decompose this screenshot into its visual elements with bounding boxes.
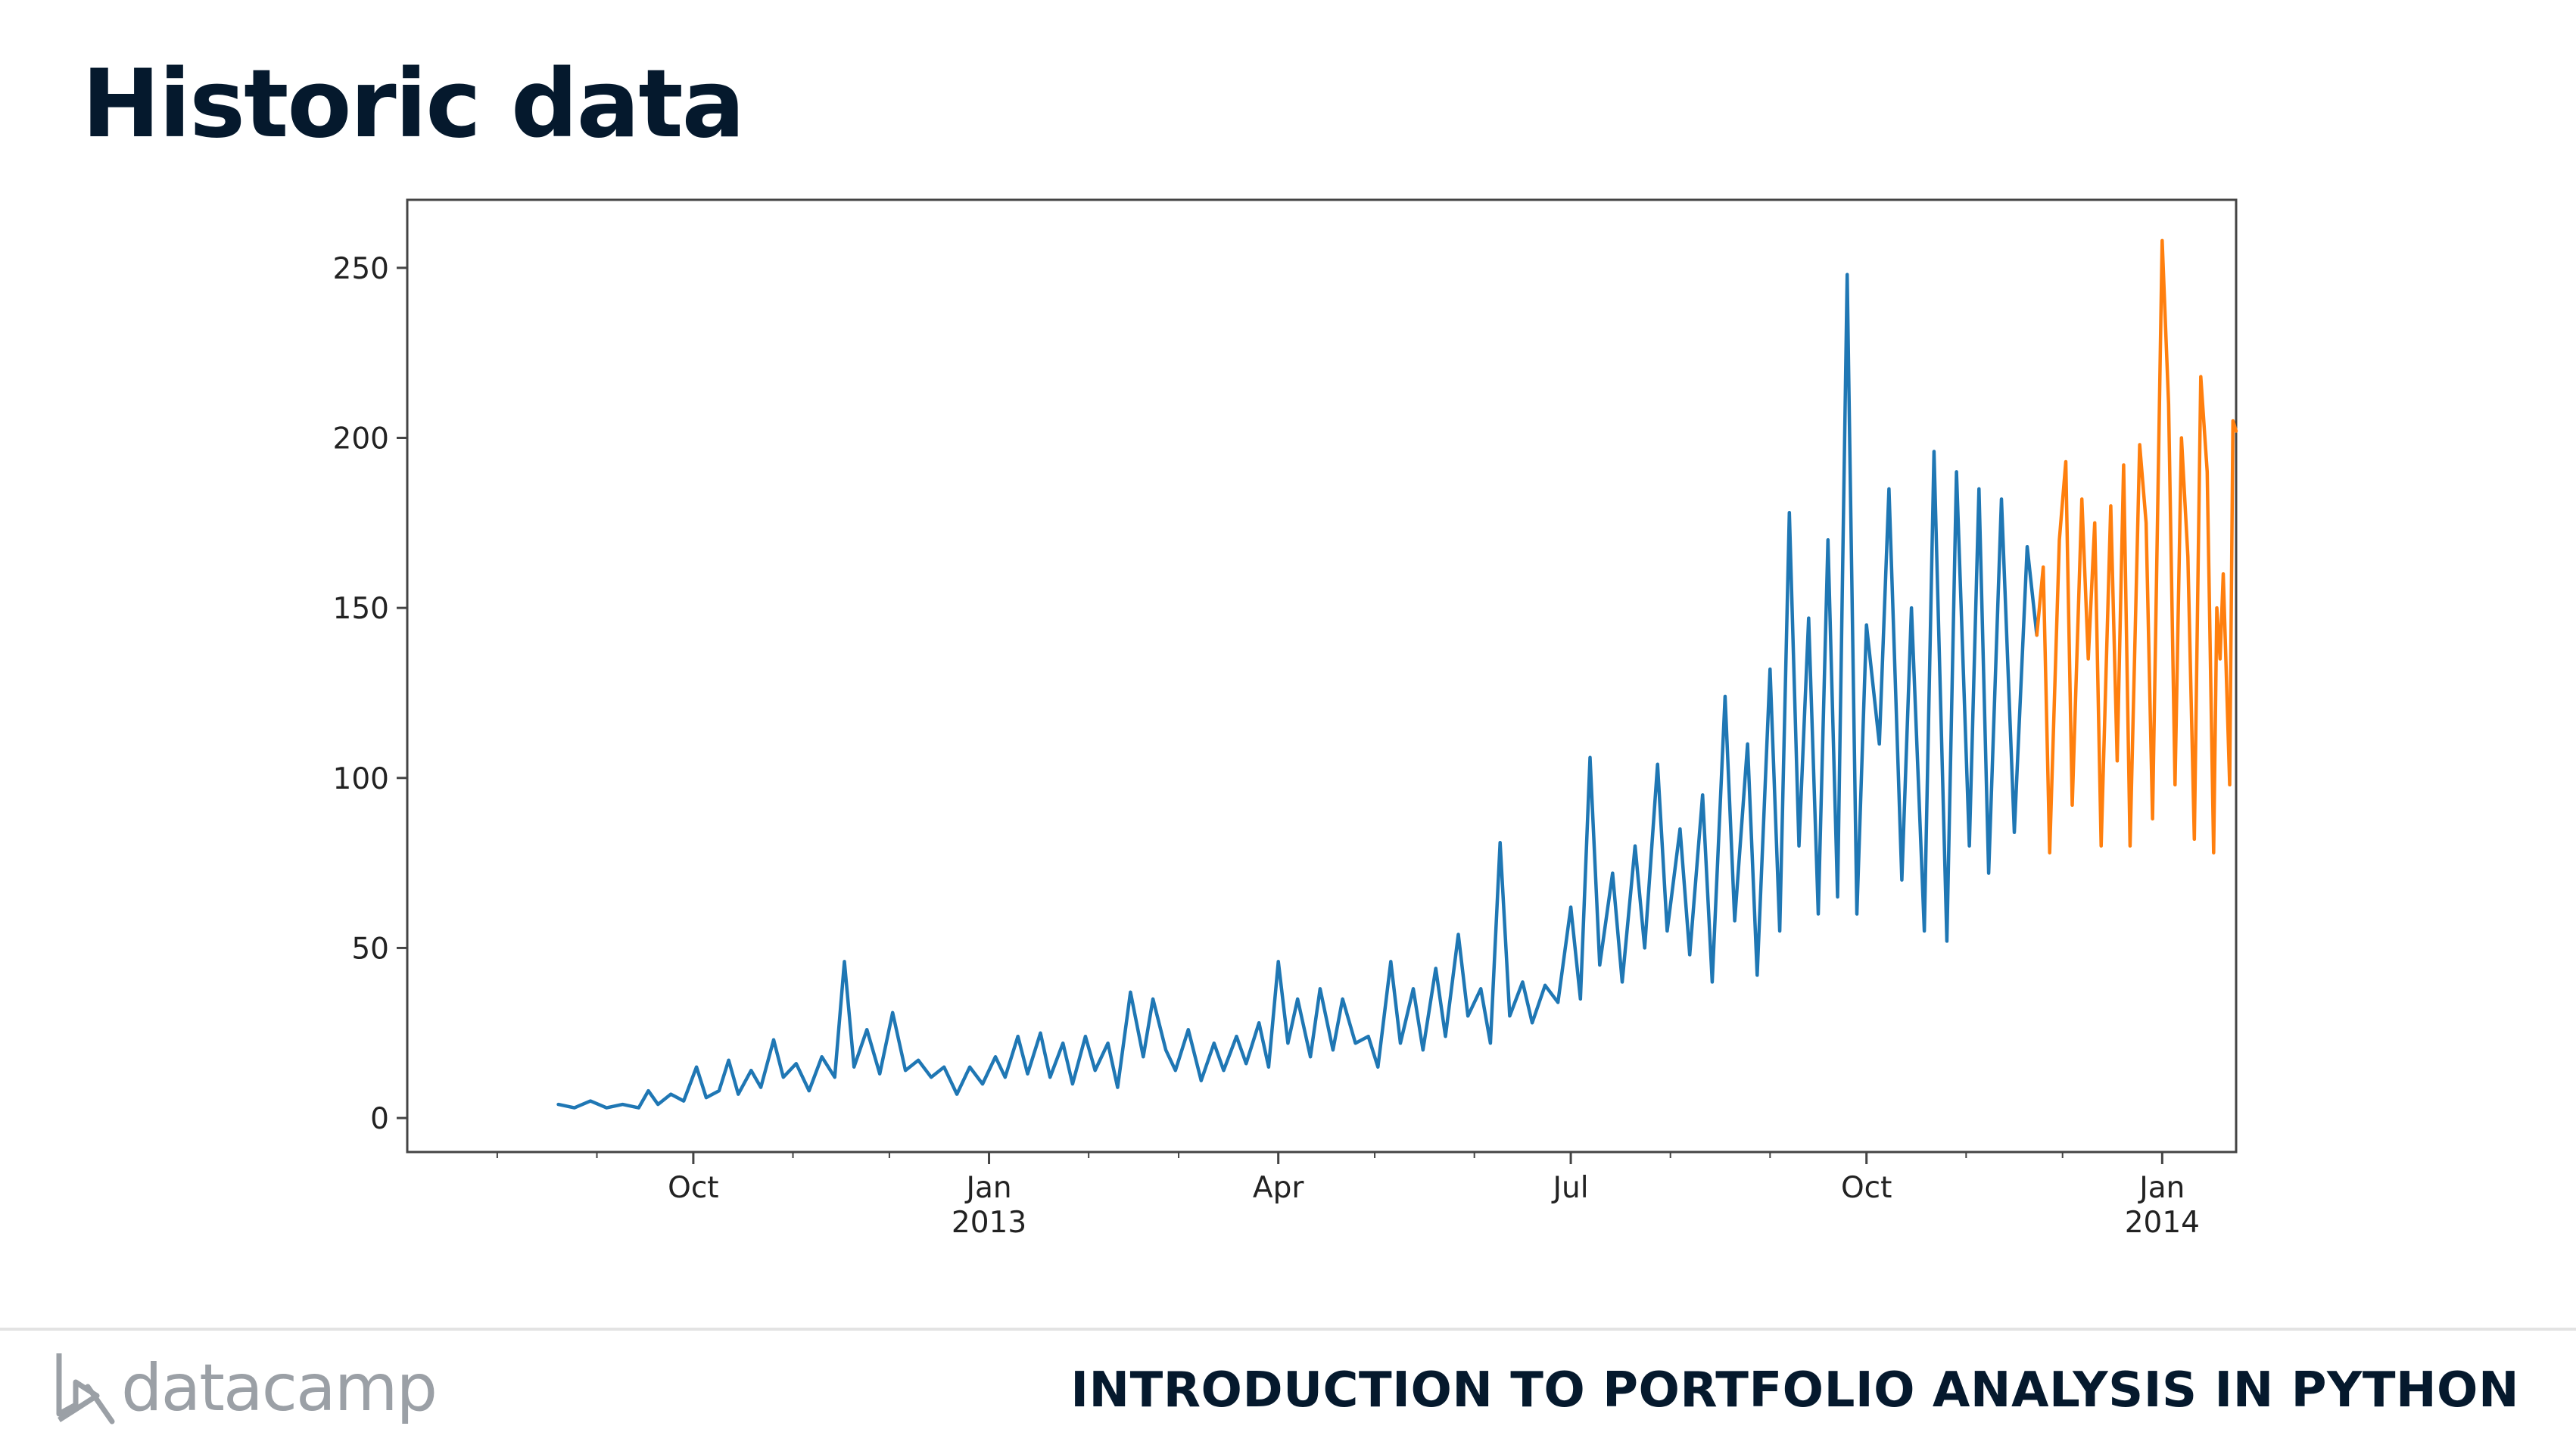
plot-frame xyxy=(406,198,2238,1154)
x-tick-year-label: 2013 xyxy=(952,1206,1026,1240)
x-tick-label: Jul xyxy=(1551,1171,1589,1205)
series-layer xyxy=(556,238,2238,1110)
x-tick-label: Apr xyxy=(1253,1171,1304,1205)
historic-series-line xyxy=(556,272,2039,1110)
forecast-series-line xyxy=(2035,238,2238,855)
x-tick-label: Oct xyxy=(1841,1171,1892,1205)
x-tick-label: Oct xyxy=(668,1171,718,1205)
y-tick-label: 0 xyxy=(370,1102,389,1136)
brand-logo: datacamp xyxy=(53,1350,438,1426)
y-axis: 0 50 100 150 200 250 xyxy=(333,252,407,1136)
slide-title: Historic data xyxy=(82,50,745,159)
x-tick-label: Jan xyxy=(2137,1171,2185,1205)
y-tick-label: 250 xyxy=(333,252,389,286)
footer-divider xyxy=(0,1328,2576,1331)
x-tick-label: Jan xyxy=(964,1171,1011,1205)
y-tick-label: 150 xyxy=(333,592,389,626)
y-tick-label: 100 xyxy=(333,762,389,796)
y-tick-label: 200 xyxy=(333,422,389,456)
datacamp-logo-icon xyxy=(56,1353,115,1425)
course-title: INTRODUCTION TO PORTFOLIO ANALYSIS IN PY… xyxy=(1070,1362,2519,1418)
brand-wordmark: datacamp xyxy=(121,1350,438,1426)
y-tick-label: 50 xyxy=(351,932,389,966)
x-tick-year-label: 2014 xyxy=(2125,1206,2200,1240)
